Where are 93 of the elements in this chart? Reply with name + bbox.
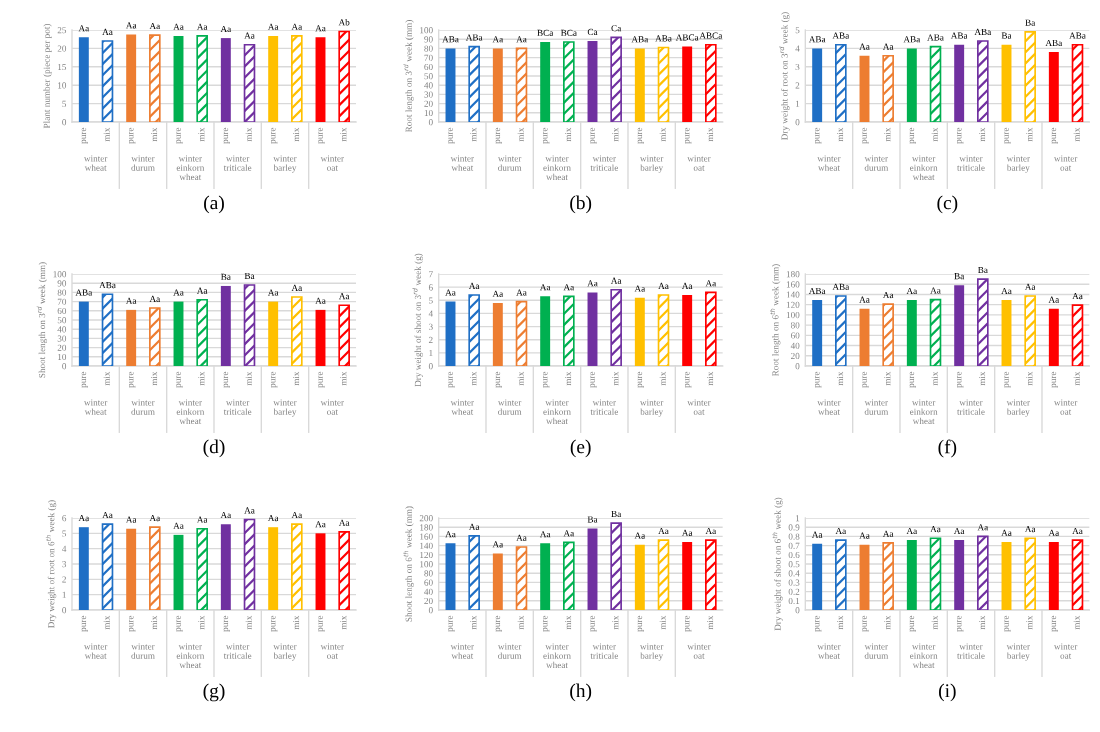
bar [859,55,870,122]
bar [1001,44,1012,122]
bar [705,291,717,366]
bar [173,35,184,122]
bar [338,530,350,610]
bar [859,308,870,366]
bar [682,541,693,610]
bar [468,535,480,610]
bar [268,527,279,610]
bar [515,546,528,610]
bar [977,278,989,366]
bar [540,543,551,610]
bar [634,297,645,366]
bar [540,296,551,366]
bar [610,288,622,366]
bar [291,523,303,610]
bar [173,534,184,610]
bar [196,527,208,610]
bar [220,524,231,610]
bar [78,37,89,122]
text: (d) [203,439,225,458]
bar [78,527,89,610]
bar [1048,52,1059,122]
bar [492,553,503,610]
bar [445,301,456,366]
bar [954,44,965,122]
bar [1001,300,1012,366]
bar [705,539,717,610]
bar [882,54,894,122]
bar [149,307,161,366]
bar [587,528,598,610]
bar [929,298,942,366]
bar [196,298,208,366]
bar [173,301,184,366]
bar [315,533,326,610]
bar [220,285,231,366]
bar [515,300,528,366]
bar [882,303,894,366]
bar [1071,43,1084,122]
bar [243,284,256,366]
bar [243,43,256,122]
bar [126,34,137,122]
bar [196,35,208,122]
bar [587,292,598,366]
bar [634,544,645,610]
bar [1024,31,1036,122]
text: (i) [939,683,956,702]
bar [954,285,965,366]
bar [268,35,279,122]
bar [657,539,670,610]
bar [315,309,326,366]
bar [101,293,114,366]
bar [682,295,693,366]
bar [906,300,917,366]
bar [563,541,575,610]
bar [812,300,823,366]
bar [812,48,823,122]
text: (h) [570,683,592,702]
bar [149,34,161,122]
bar [126,528,137,610]
bar [929,45,942,122]
bar [657,294,670,366]
bar [445,543,456,610]
bar [977,40,989,122]
bar [835,295,847,366]
bar [563,295,575,366]
bar [1071,304,1084,366]
bar [610,522,622,610]
bar [268,301,279,366]
bar [315,37,326,122]
bar [291,35,303,122]
bar [220,38,231,122]
bar [338,304,350,366]
bar [468,294,480,366]
text: (e) [570,439,591,458]
text: (b) [570,195,592,214]
bar [101,40,114,122]
bar [149,526,161,610]
bar [243,518,256,610]
bar [78,301,89,366]
bar [906,48,917,122]
text: (f) [938,439,957,458]
bar [1024,295,1036,366]
text: (g) [203,683,225,702]
bar [291,296,303,366]
bar [492,302,503,366]
bar [1048,308,1059,366]
bar [835,43,847,122]
text: (c) [937,195,958,214]
text: (a) [204,195,224,214]
bar [338,30,350,122]
bar [126,309,137,366]
bar [101,523,114,610]
